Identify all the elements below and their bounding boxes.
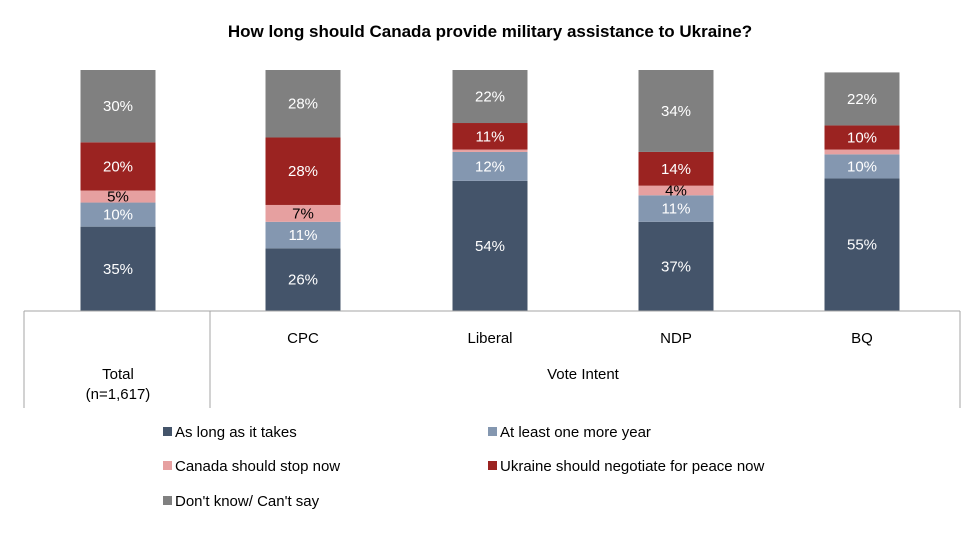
data-label-cpc-4: 28%: [288, 96, 318, 113]
legend-label-4: Don't know/ Can't say: [175, 493, 320, 510]
segment-total-0: [80, 226, 156, 311]
data-label-total-2: 5%: [107, 189, 129, 206]
segment-bq-3: [824, 125, 900, 150]
bar-bq: 55% 10% 10% 22%: [824, 72, 900, 311]
data-label-cpc-0: 26%: [288, 272, 318, 289]
legend-swatch-2: [163, 461, 172, 470]
bars: 35%10%5%20%30%26%11%7%28%28%54%12%11%22%…: [80, 70, 900, 311]
data-label-ndp-0: 37%: [661, 258, 691, 275]
segment-cpc-1: [265, 221, 341, 249]
segment-total-4: [80, 70, 156, 143]
segment-ndp-3: [638, 151, 714, 186]
category-label-cpc: CPC: [287, 330, 319, 347]
bar-liberal: 54% 12% 11% 22%: [452, 70, 528, 311]
segment-total-3: [80, 142, 156, 191]
data-label-liberal-0: 54%: [475, 238, 505, 255]
data-label-cpc-3: 28%: [288, 163, 318, 180]
segment-liberal-1: [452, 151, 528, 181]
group-label: Vote Intent: [547, 366, 620, 383]
legend-item-3: Ukraine should negotiate for peace now: [488, 458, 765, 475]
data-label-bq-1: 10%: [847, 158, 877, 175]
segment-liberal-4: [452, 70, 528, 124]
data-label-ndp-3: 14%: [661, 161, 691, 178]
data-label-bq-3: 10%: [847, 129, 877, 146]
segment-cpc-4: [265, 70, 341, 138]
segment-bq-4: [824, 72, 900, 126]
legend: As long as it takes At least one more yea…: [163, 424, 765, 510]
legend-label-1: At least one more year: [500, 424, 651, 441]
legend-label-2: Canada should stop now: [175, 458, 340, 475]
bar-cpc: 26% 11% 7% 28% 28%: [265, 70, 341, 311]
segment-ndp-2: [638, 185, 714, 196]
legend-label-0: As long as it takes: [175, 424, 297, 441]
segment-ndp-1: [638, 195, 714, 222]
segment-total-1: [80, 202, 156, 227]
data-label-total-1: 10%: [103, 207, 133, 224]
category-label-liberal: Liberal: [467, 330, 512, 347]
segment-ndp-0: [638, 221, 714, 311]
legend-item-4: Don't know/ Can't say: [163, 493, 320, 510]
category-axis-table: Total (n=1,617) CPC Liberal NDP BQ Vote Intent: [23, 310, 961, 408]
segment-bq-0: [824, 178, 900, 311]
segment-ndp-4: [638, 70, 714, 152]
data-label-bq-0: 55%: [847, 237, 877, 254]
legend-item-2: Canada should stop now: [163, 458, 340, 475]
legend-swatch-1: [488, 427, 497, 436]
segment-cpc-2: [265, 204, 341, 222]
chart-title: How long should Canada provide military …: [228, 22, 752, 41]
data-label-total-4: 30%: [103, 98, 133, 115]
data-label-total-0: 35%: [103, 261, 133, 278]
segment-bq-1: [824, 154, 900, 179]
legend-swatch-0: [163, 427, 172, 436]
category-label-bq: BQ: [851, 330, 873, 347]
segment-liberal-0: [452, 180, 528, 311]
data-label-cpc-1: 11%: [289, 227, 318, 244]
segment-liberal-2: [452, 149, 528, 152]
data-label-ndp-4: 34%: [661, 103, 691, 120]
category-label-total-1: (n=1,617): [86, 386, 151, 403]
data-label-liberal-3: 11%: [476, 128, 505, 145]
legend-item-0: As long as it takes: [163, 424, 297, 441]
segment-cpc-3: [265, 137, 341, 205]
legend-label-3: Ukraine should negotiate for peace now: [500, 458, 765, 475]
data-label-bq-4: 22%: [847, 91, 877, 108]
category-label-total-0: Total: [102, 366, 134, 383]
segment-cpc-0: [265, 248, 341, 311]
data-label-cpc-2: 7%: [292, 205, 314, 222]
segment-total-2: [80, 190, 156, 203]
legend-swatch-4: [163, 496, 172, 505]
data-label-ndp-1: 11%: [662, 201, 691, 218]
data-label-ndp-2: 4%: [665, 183, 687, 200]
segment-liberal-3: [452, 123, 528, 150]
data-label-liberal-4: 22%: [475, 89, 505, 106]
data-label-liberal-1: 12%: [475, 158, 505, 175]
category-label-ndp: NDP: [660, 330, 692, 347]
legend-swatch-3: [488, 461, 497, 470]
legend-item-1: At least one more year: [488, 424, 651, 441]
segment-bq-2: [824, 149, 900, 155]
data-label-total-3: 20%: [103, 158, 133, 175]
bar-ndp: 37% 11%4% 14% 34%: [638, 70, 714, 311]
bar-total: 35% 10%5% 20% 30%: [80, 70, 156, 311]
